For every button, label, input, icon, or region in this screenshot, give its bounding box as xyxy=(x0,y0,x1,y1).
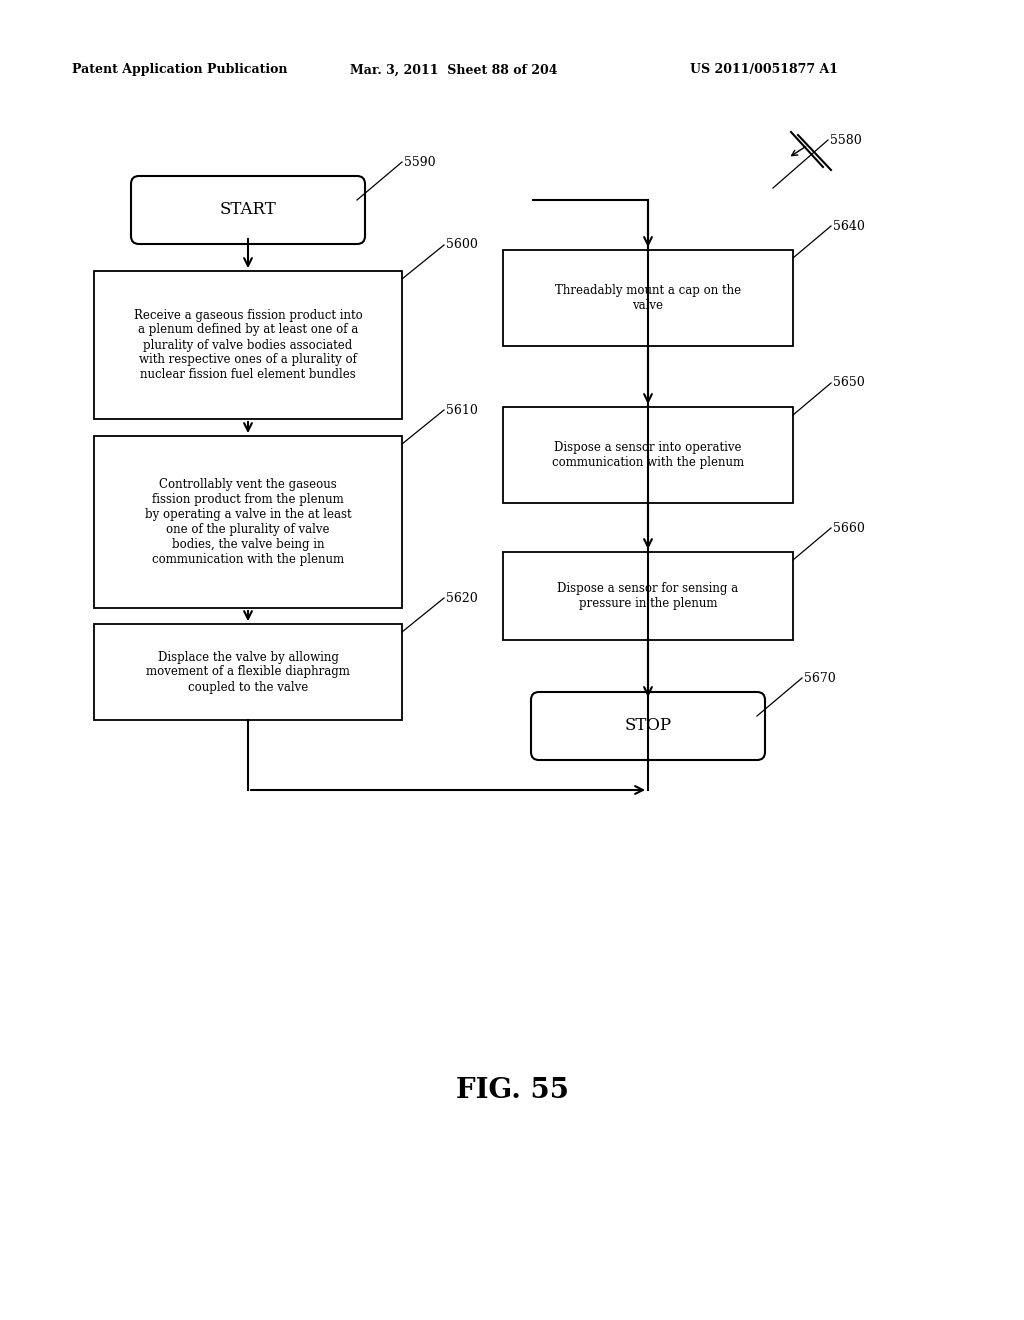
Text: Controllably vent the gaseous
fission product from the plenum
by operating a val: Controllably vent the gaseous fission pr… xyxy=(144,478,351,566)
Text: START: START xyxy=(219,202,276,219)
Text: Receive a gaseous fission product into
a plenum defined by at least one of a
plu: Receive a gaseous fission product into a… xyxy=(133,309,362,381)
Text: 5610: 5610 xyxy=(446,404,478,417)
FancyBboxPatch shape xyxy=(503,407,793,503)
Text: Patent Application Publication: Patent Application Publication xyxy=(72,63,288,77)
Text: 5620: 5620 xyxy=(446,591,478,605)
FancyBboxPatch shape xyxy=(94,624,402,719)
Text: 5580: 5580 xyxy=(830,133,862,147)
Text: STOP: STOP xyxy=(625,718,672,734)
FancyBboxPatch shape xyxy=(531,692,765,760)
Text: US 2011/0051877 A1: US 2011/0051877 A1 xyxy=(690,63,838,77)
Text: FIG. 55: FIG. 55 xyxy=(456,1077,568,1104)
FancyBboxPatch shape xyxy=(503,552,793,640)
Text: 5650: 5650 xyxy=(833,376,864,389)
Text: 5640: 5640 xyxy=(833,219,865,232)
Text: 5590: 5590 xyxy=(404,156,435,169)
Text: Mar. 3, 2011  Sheet 88 of 204: Mar. 3, 2011 Sheet 88 of 204 xyxy=(350,63,557,77)
Text: 5600: 5600 xyxy=(446,239,478,252)
FancyBboxPatch shape xyxy=(94,271,402,418)
Text: 5670: 5670 xyxy=(804,672,836,685)
Text: Displace the valve by allowing
movement of a flexible diaphragm
coupled to the v: Displace the valve by allowing movement … xyxy=(146,651,350,693)
FancyBboxPatch shape xyxy=(94,436,402,609)
Text: Dispose a sensor into operative
communication with the plenum: Dispose a sensor into operative communic… xyxy=(552,441,744,469)
Text: Threadably mount a cap on the
valve: Threadably mount a cap on the valve xyxy=(555,284,741,312)
FancyBboxPatch shape xyxy=(131,176,365,244)
FancyBboxPatch shape xyxy=(503,249,793,346)
Text: Dispose a sensor for sensing a
pressure in the plenum: Dispose a sensor for sensing a pressure … xyxy=(557,582,738,610)
Text: 5660: 5660 xyxy=(833,521,865,535)
